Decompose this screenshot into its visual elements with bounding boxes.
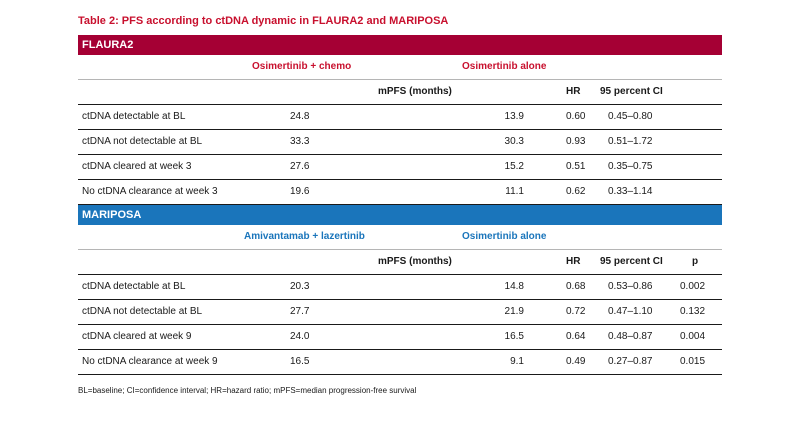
ci-value: 0.33–1.14 bbox=[608, 186, 653, 197]
row-label: ctDNA detectable at BL bbox=[82, 111, 186, 122]
p-value: 0.132 bbox=[680, 306, 706, 317]
p-value: 0.015 bbox=[680, 356, 706, 367]
arm1-value: 20.3 bbox=[290, 281, 310, 292]
mariposa-arm-header-row: Amivantamab + lazertinib Osimertinib alo… bbox=[78, 225, 722, 249]
arm2-value: 15.2 bbox=[504, 161, 524, 172]
mariposa-arm1-label: Amivantamab + lazertinib bbox=[244, 231, 365, 242]
hr-header: HR bbox=[566, 256, 581, 267]
flaura2-arm1-label: Osimertinib + chemo bbox=[252, 61, 352, 72]
p-header: p bbox=[692, 256, 699, 267]
p-value: 0.004 bbox=[680, 331, 706, 342]
hr-value: 0.72 bbox=[566, 306, 586, 317]
flaura2-column-header-row: mPFS (months) HR 95 percent CI bbox=[78, 79, 722, 105]
arm1-value: 24.0 bbox=[290, 331, 310, 342]
row-label: No ctDNA clearance at week 3 bbox=[82, 186, 218, 197]
arm2-value: 11.1 bbox=[505, 186, 524, 197]
arm2-value: 14.8 bbox=[504, 281, 524, 292]
mariposa-data-rows: ctDNA detectable at BL 20.3 14.8 0.68 0.… bbox=[78, 275, 722, 375]
row-label: ctDNA detectable at BL bbox=[82, 281, 186, 292]
arm1-value: 33.3 bbox=[290, 136, 310, 147]
table-row: ctDNA detectable at BL 24.8 13.9 0.60 0.… bbox=[78, 105, 722, 129]
ci-value: 0.53–0.86 bbox=[608, 281, 653, 292]
ci-value: 0.45–0.80 bbox=[608, 111, 653, 122]
mariposa-column-header-row: mPFS (months) HR 95 percent CI p bbox=[78, 249, 722, 275]
hr-value: 0.51 bbox=[566, 161, 586, 172]
table-title: Table 2: PFS according to ctDNA dynamic … bbox=[78, 15, 449, 27]
ci-value: 0.27–0.87 bbox=[608, 356, 653, 367]
arm1-value: 24.8 bbox=[290, 111, 310, 122]
table-row: ctDNA detectable at BL 20.3 14.8 0.68 0.… bbox=[78, 275, 722, 299]
table-row: No ctDNA clearance at week 9 16.5 9.1 0.… bbox=[78, 349, 722, 374]
ci-value: 0.47–1.10 bbox=[608, 306, 653, 317]
arm2-value: 21.9 bbox=[504, 306, 524, 317]
row-label: ctDNA cleared at week 3 bbox=[82, 161, 192, 172]
arm2-value: 13.9 bbox=[504, 111, 524, 122]
table-row: ctDNA cleared at week 3 27.6 15.2 0.51 0… bbox=[78, 154, 722, 179]
flaura2-arm-header-row: Osimertinib + chemo Osimertinib alone bbox=[78, 55, 722, 79]
pfs-table-figure: Table 2: PFS according to ctDNA dynamic … bbox=[78, 14, 722, 396]
ci-header: 95 percent CI bbox=[600, 86, 663, 97]
arm1-value: 19.6 bbox=[290, 186, 310, 197]
row-label: ctDNA not detectable at BL bbox=[82, 306, 203, 317]
arm2-value: 16.5 bbox=[504, 331, 524, 342]
arm1-value: 27.6 bbox=[290, 161, 310, 172]
table-row: ctDNA cleared at week 9 24.0 16.5 0.64 0… bbox=[78, 324, 722, 349]
mpfs-header: mPFS (months) bbox=[378, 86, 452, 97]
mariposa-section-header: MARIPOSA bbox=[78, 205, 722, 225]
ci-value: 0.48–0.87 bbox=[608, 331, 653, 342]
row-label: ctDNA cleared at week 9 bbox=[82, 331, 192, 342]
flaura2-data-rows: ctDNA detectable at BL 24.8 13.9 0.60 0.… bbox=[78, 105, 722, 205]
arm2-value: 30.3 bbox=[504, 136, 524, 147]
footnote: BL=baseline; CI=confidence interval; HR=… bbox=[78, 386, 417, 395]
row-label: ctDNA not detectable at BL bbox=[82, 136, 203, 147]
hr-value: 0.60 bbox=[566, 111, 586, 122]
flaura2-arm2-label: Osimertinib alone bbox=[462, 61, 547, 72]
arm2-value: 9.1 bbox=[510, 356, 524, 367]
arm1-value: 16.5 bbox=[290, 356, 310, 367]
hr-value: 0.68 bbox=[566, 281, 586, 292]
table-row: No ctDNA clearance at week 3 19.6 11.1 0… bbox=[78, 179, 722, 204]
flaura2-section-header: FLAURA2 bbox=[78, 35, 722, 55]
ci-value: 0.35–0.75 bbox=[608, 161, 653, 172]
mpfs-header: mPFS (months) bbox=[378, 256, 452, 267]
ci-value: 0.51–1.72 bbox=[608, 136, 653, 147]
hr-value: 0.93 bbox=[566, 136, 586, 147]
hr-value: 0.62 bbox=[566, 186, 586, 197]
table-row: ctDNA not detectable at BL 33.3 30.3 0.9… bbox=[78, 129, 722, 154]
p-value: 0.002 bbox=[680, 281, 706, 292]
hr-value: 0.64 bbox=[566, 331, 586, 342]
hr-header: HR bbox=[566, 86, 581, 97]
hr-value: 0.49 bbox=[566, 356, 586, 367]
mariposa-arm2-label: Osimertinib alone bbox=[462, 231, 547, 242]
arm1-value: 27.7 bbox=[290, 306, 310, 317]
table-row: ctDNA not detectable at BL 27.7 21.9 0.7… bbox=[78, 299, 722, 324]
ci-header: 95 percent CI bbox=[600, 256, 663, 267]
row-label: No ctDNA clearance at week 9 bbox=[82, 356, 218, 367]
